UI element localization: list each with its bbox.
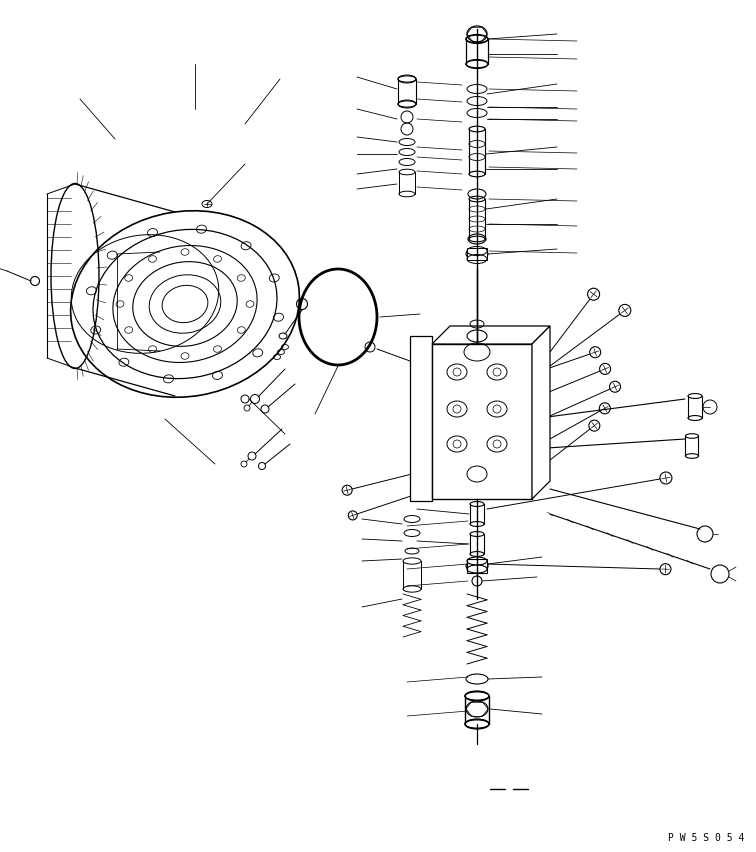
Polygon shape (532, 326, 550, 499)
Bar (467, 249, 487, 261)
Polygon shape (432, 326, 550, 344)
Bar (467, 560, 487, 573)
Text: P W 5 S 0 5 4: P W 5 S 0 5 4 (668, 832, 745, 842)
Bar (410, 337, 432, 502)
Bar (432, 344, 532, 499)
